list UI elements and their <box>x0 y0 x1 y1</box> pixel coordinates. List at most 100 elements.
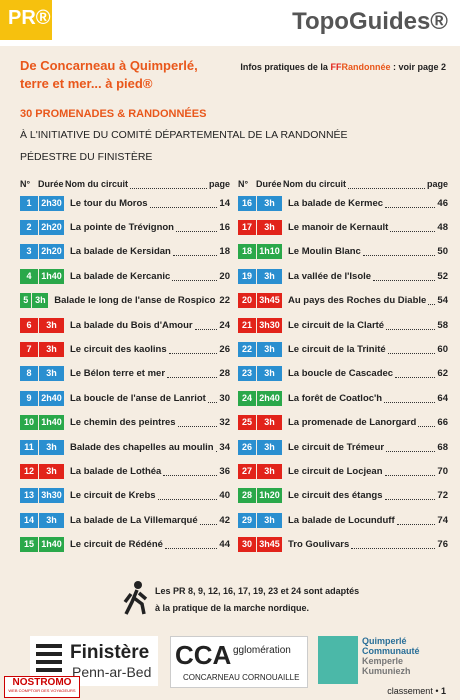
route-number: 30 <box>238 537 256 553</box>
route-name: La promenade de Lanorgard <box>288 417 417 429</box>
dots <box>157 491 218 501</box>
route-name: Tro Goulivars <box>288 539 350 551</box>
logo-qc-mark <box>318 636 358 684</box>
route-row: 11 3h Balade des chapelles au moulin 34 <box>20 439 230 455</box>
route-page: 26 <box>219 343 230 355</box>
route-row: 12 3h La balade de Lothéa 36 <box>20 463 230 479</box>
route-row: 1 2h30 Le tour du Moros 14 <box>20 195 230 211</box>
route-number: 27 <box>238 463 256 479</box>
route-name: Le circuit de la Trinité <box>288 343 386 355</box>
route-page: 60 <box>437 343 448 355</box>
route-row: 21 3h30 Le circuit de la Clarté 58 <box>238 317 448 333</box>
col-num: N° <box>20 179 31 189</box>
dots <box>215 443 218 452</box>
route-number: 25 <box>238 415 256 431</box>
dots <box>428 296 436 306</box>
route-name: La balade de Locunduff <box>288 514 395 526</box>
dots <box>373 272 436 281</box>
info: Infos pratiques de la FFRandonnée : voir… <box>240 62 446 72</box>
route-page: 28 <box>219 368 230 380</box>
dots <box>384 467 436 476</box>
route-number: 8 <box>20 366 38 382</box>
route-number: 2 <box>20 219 38 235</box>
route-name: La balade de Kermec <box>288 197 384 209</box>
intro: À L'INITIATIVE DU COMITÉ DÉPARTEMENTAL D… <box>20 129 348 141</box>
dots <box>362 247 436 257</box>
route-number: 11 <box>20 439 38 455</box>
route-number: 9 <box>20 390 38 406</box>
col-page: page <box>426 179 448 189</box>
route-row: 23 3h La boucle de Cascadec 62 <box>238 366 448 382</box>
route-row: 26 3h Le circuit de Trémeur 68 <box>238 439 448 455</box>
route-duration: 3h <box>32 293 49 309</box>
title: terre et mer... à pied® <box>20 76 153 91</box>
dots <box>130 180 207 189</box>
route-name: La balade de La Villemarqué <box>70 514 198 526</box>
route-row: 22 3h Le circuit de la Trinité 60 <box>238 341 448 357</box>
route-row: 25 3h La promenade de Lanorgard 66 <box>238 415 448 431</box>
logo-text: Kemperle <box>362 656 404 666</box>
route-name: Le circuit de Trémeur <box>288 441 385 453</box>
route-duration: 3h <box>39 512 64 528</box>
route-duration: 3h <box>257 341 282 357</box>
col-num: N° <box>238 179 249 189</box>
route-duration: 1h40 <box>39 268 64 284</box>
route-number: 1 <box>20 195 38 211</box>
flag <box>36 644 62 678</box>
logo-text: Kumuniezh <box>362 666 411 676</box>
ff: FF <box>330 62 342 72</box>
dots <box>194 321 218 330</box>
route-number: 19 <box>238 268 256 284</box>
info-text: : voir page 2 <box>392 62 446 72</box>
route-row: 30 3h45 Tro Goulivars 76 <box>238 537 448 553</box>
route-page: 42 <box>219 514 230 526</box>
route-page: 48 <box>437 221 448 233</box>
dots <box>396 516 436 525</box>
walker-icon <box>123 581 148 615</box>
route-duration: 3h <box>39 341 64 357</box>
route-row: 6 3h La balade du Bois d'Amour 24 <box>20 317 230 333</box>
dots <box>384 491 436 501</box>
route-row: 7 3h Le circuit des kaolins 26 <box>20 341 230 357</box>
dots <box>168 345 218 354</box>
route-number: 3 <box>20 244 38 260</box>
dots <box>164 540 218 550</box>
logo-text: Quimperlé <box>362 636 407 646</box>
route-name: Le circuit des étangs <box>288 490 383 502</box>
title: De Concarneau à Quimperlé, <box>20 58 198 73</box>
note: Les PR 8, 9, 12, 16, 17, 19, 23 et 24 so… <box>155 586 360 596</box>
route-number: 14 <box>20 512 38 528</box>
col-duration: Durée <box>256 179 282 189</box>
logo-text: Communauté <box>362 646 420 656</box>
route-number: 12 <box>20 463 38 479</box>
logo-finistere: Finistère Penn-ar-Bed <box>30 636 158 686</box>
route-duration: 1h40 <box>39 537 64 553</box>
route-name: Le circuit de la Clarté <box>288 319 385 331</box>
route-name: La vallée de l'Isole <box>288 270 372 282</box>
route-page: 76 <box>437 539 448 551</box>
route-row: 29 3h La balade de Locunduff 74 <box>238 512 448 528</box>
route-page: 68 <box>437 441 448 453</box>
route-page: 30 <box>219 392 230 404</box>
route-row: 19 3h La vallée de l'Isole 52 <box>238 268 448 284</box>
pr-badge: PR® <box>0 0 52 40</box>
footer: classement • 1 <box>387 686 446 696</box>
route-duration: 3h30 <box>257 317 282 333</box>
route-name: La pointe de Trévignon <box>70 221 174 233</box>
route-page: 72 <box>437 490 448 502</box>
route-duration: 3h <box>257 268 282 284</box>
route-number: 18 <box>238 244 256 260</box>
route-number: 5 <box>20 293 32 309</box>
route-name: La balade de Kercanic <box>70 270 171 282</box>
route-name: Le circuit des kaolins <box>70 343 167 355</box>
route-name: Balade le long de l'anse de Rospico <box>54 295 216 307</box>
dots <box>177 418 218 428</box>
route-duration: 3h <box>39 366 64 382</box>
count: 30 PROMENADES & RANDONNÉES <box>20 108 207 120</box>
dots <box>395 369 436 379</box>
route-page: 16 <box>219 221 230 233</box>
route-number: 26 <box>238 439 256 455</box>
route-name: Le manoir de Kernault <box>288 221 389 233</box>
ffname: Randonnée <box>341 62 391 72</box>
route-page: 50 <box>437 246 448 258</box>
